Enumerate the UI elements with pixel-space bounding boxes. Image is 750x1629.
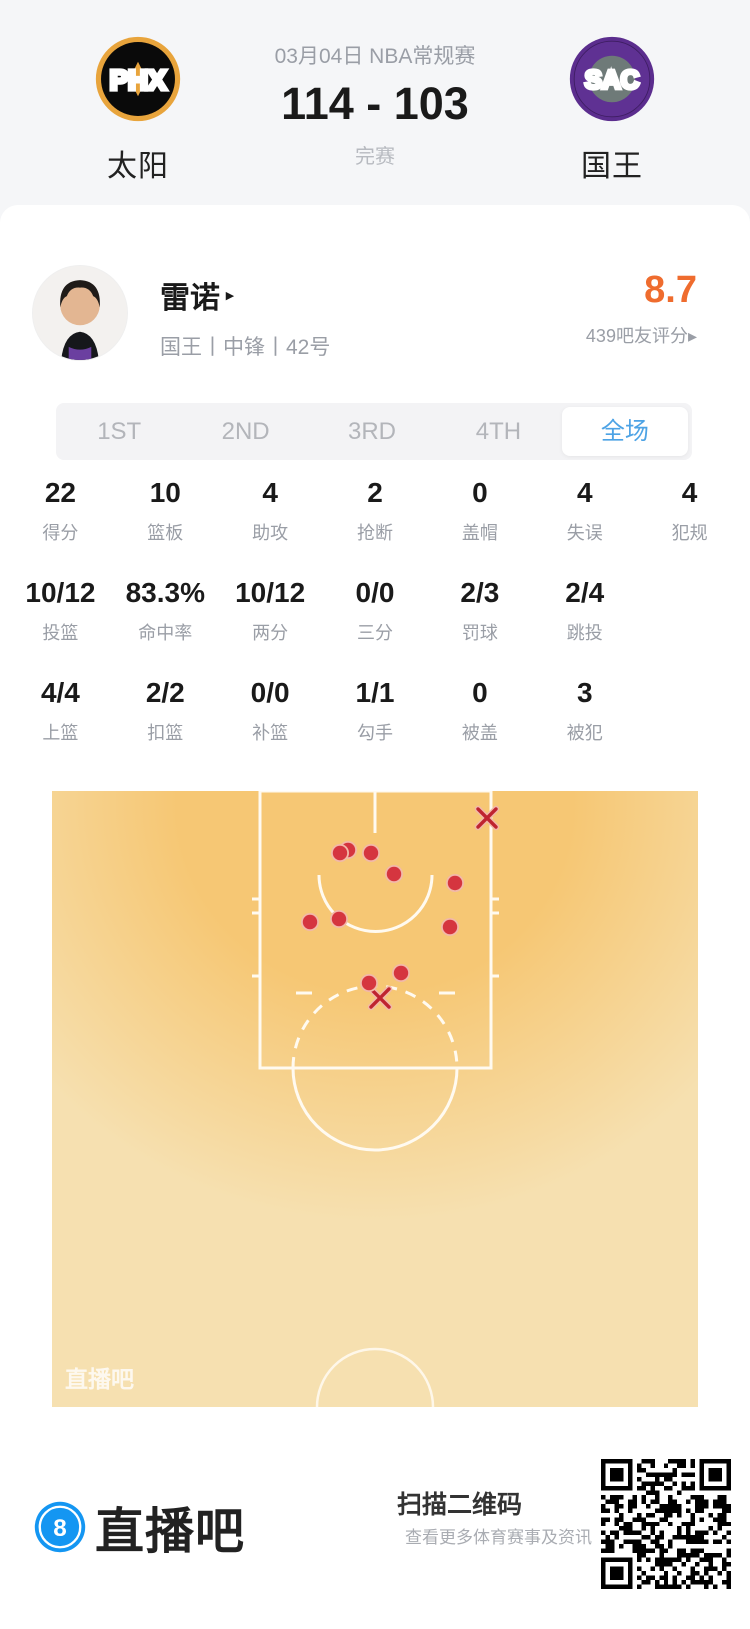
svg-text:PHX: PHX [110,64,167,95]
svg-text:8: 8 [53,1515,67,1542]
svg-text:直播吧: 直播吧 [65,1366,134,1392]
svg-text:SAC: SAC [585,66,639,94]
